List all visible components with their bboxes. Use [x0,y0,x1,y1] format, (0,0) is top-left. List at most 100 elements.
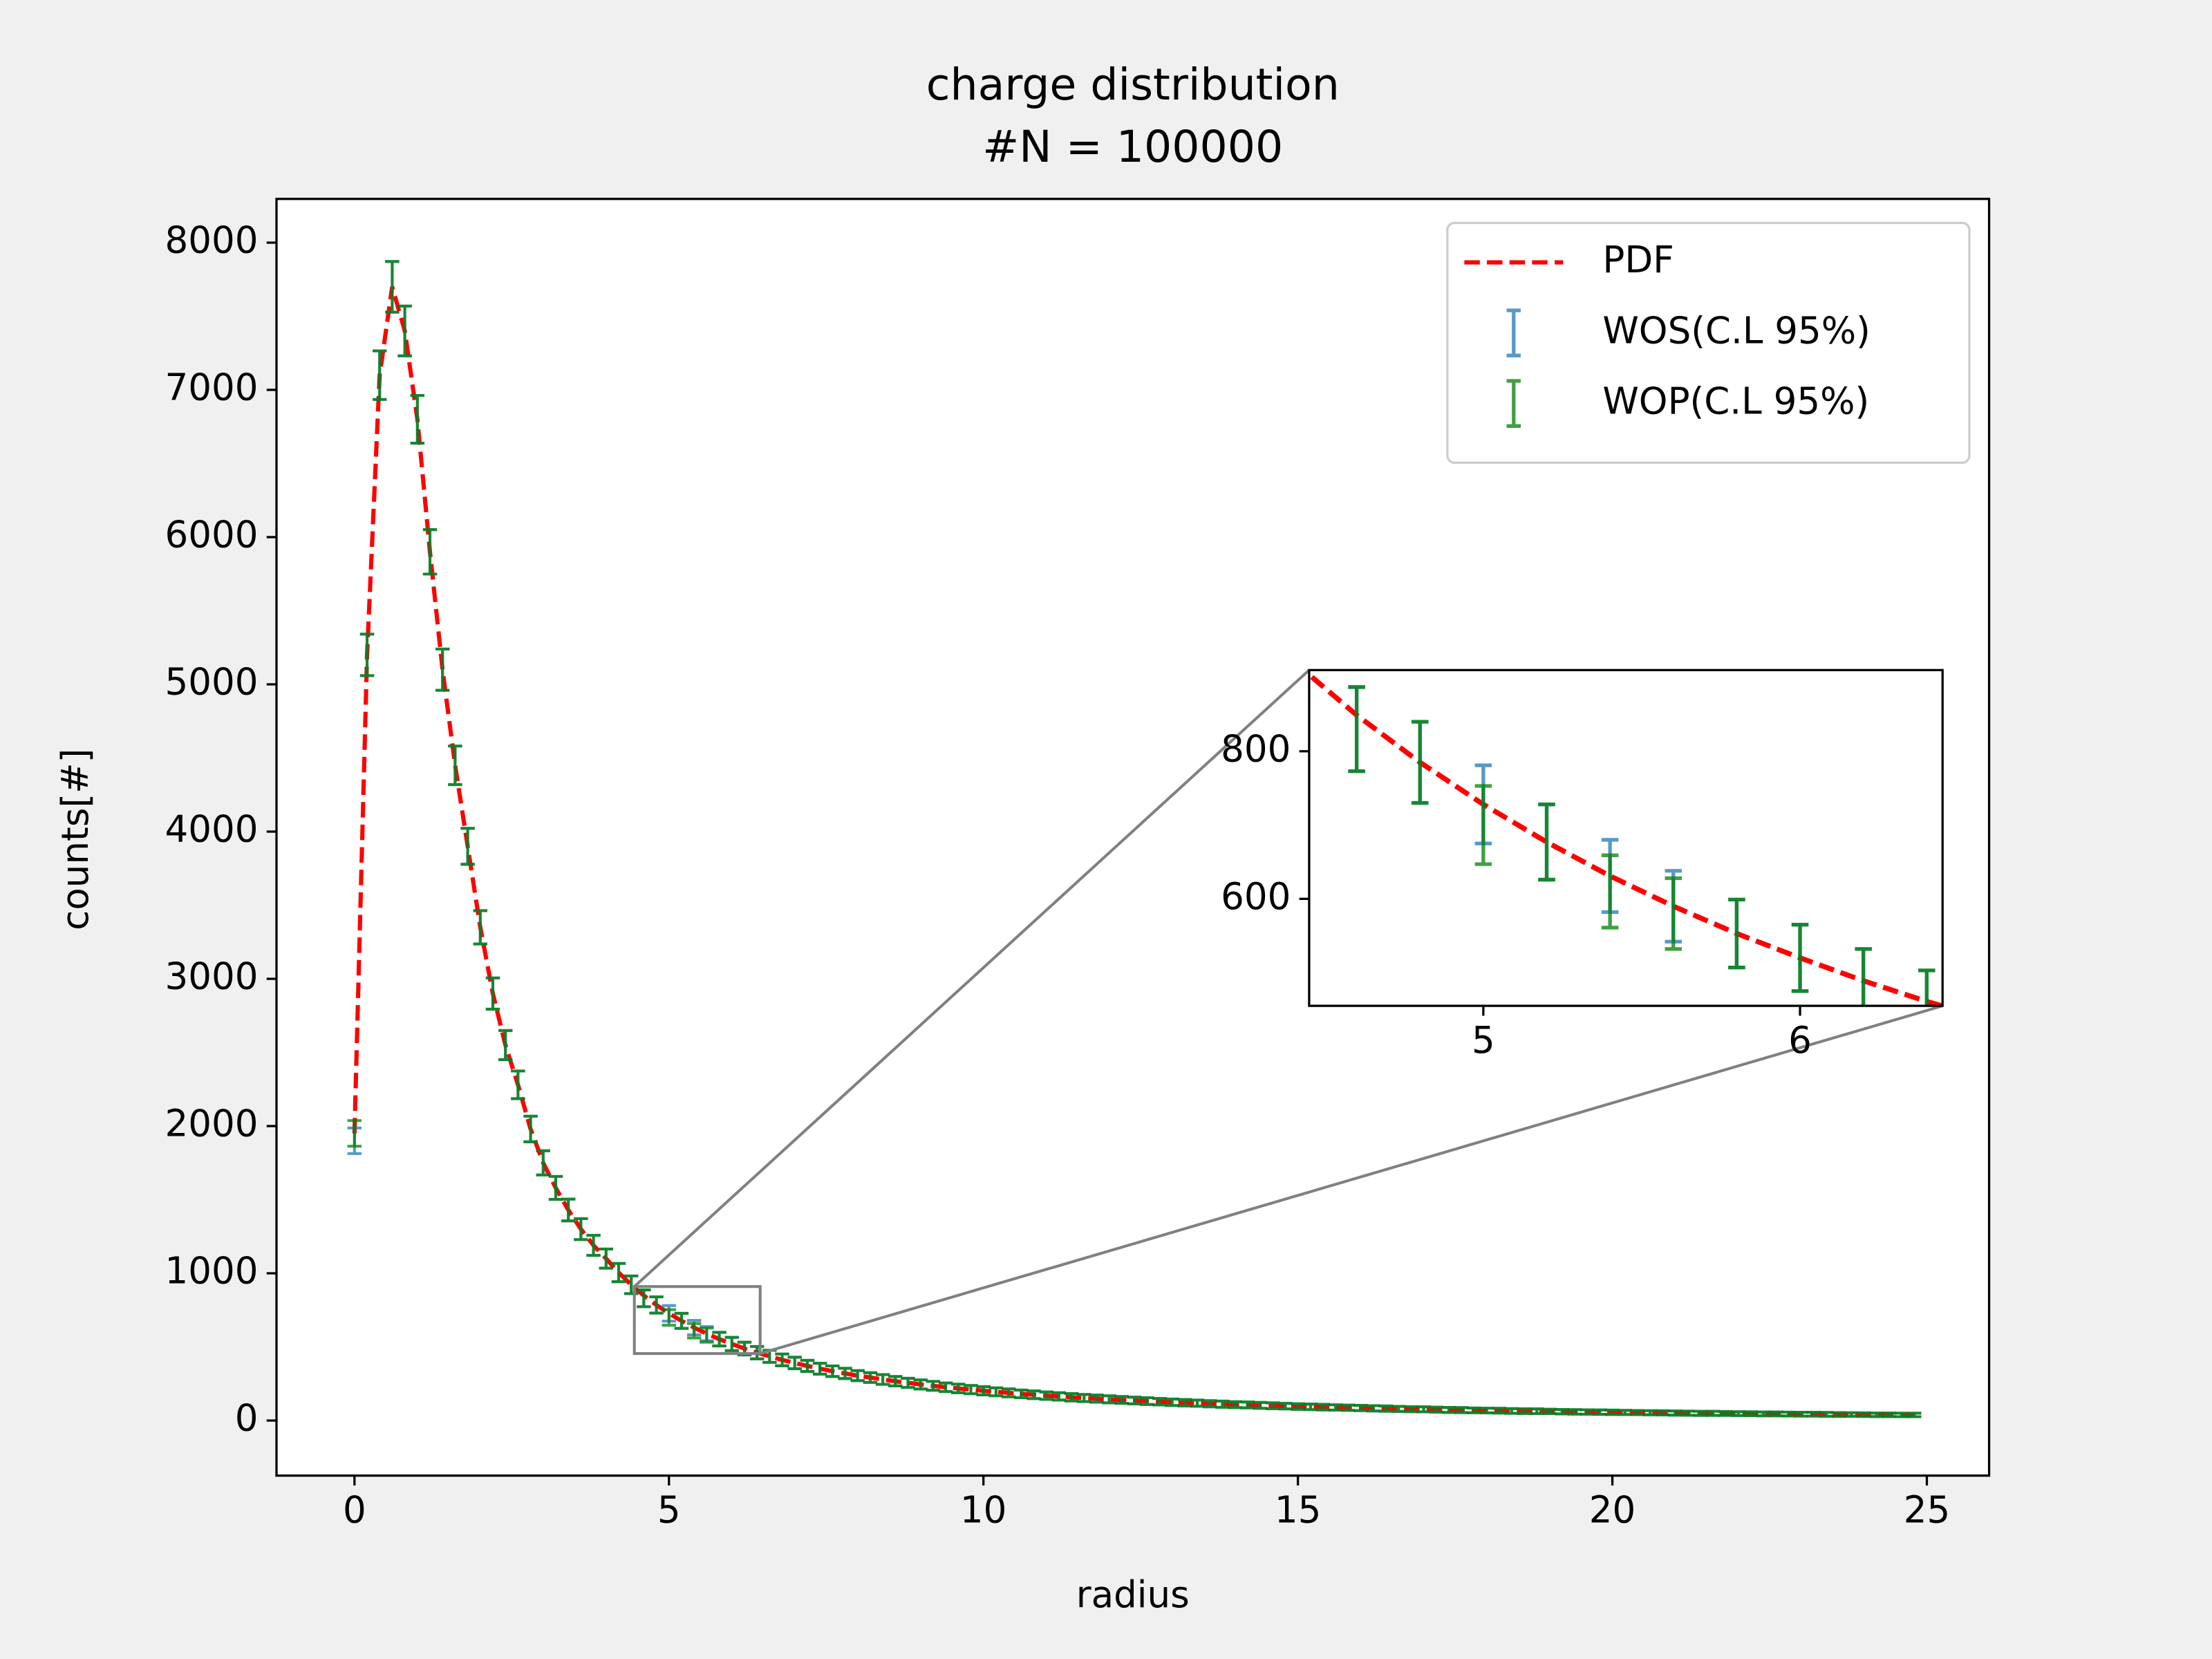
error-bar [700,1327,714,1344]
inset-frame [1308,668,1944,1007]
error-bar [1918,968,1936,1006]
error-bar [561,1197,576,1223]
error-bar [1680,1409,1695,1417]
error-bar [1642,1409,1658,1416]
error-bar [1278,1402,1293,1411]
error-bar [611,1262,626,1284]
error-bar [1165,1397,1179,1407]
error-bar [1303,1403,1318,1412]
error-bar [1907,1412,1922,1418]
y-tick-label: 0 [235,1397,259,1440]
error-bar [1467,1406,1481,1414]
axes: 0 5 10 15 20 25 0 1000 2000 3000 4000 5000 6000 7000 8… [165,219,1950,1532]
error-bar [1416,1405,1431,1414]
error-bar [1542,1407,1557,1416]
error-bar [1404,1405,1418,1414]
inset-area [1309,670,1943,1006]
error-bar [1656,1409,1670,1416]
error-bar [1474,784,1492,866]
error-bar [1203,1399,1217,1409]
error-bar [1882,1412,1897,1418]
y-tick-label: 7000 [165,366,258,409]
error-bar [1731,1410,1745,1417]
error-bar [724,1335,739,1352]
error-bar [1593,1408,1607,1416]
error-bar [1665,876,1683,951]
zoom-box [632,1285,762,1356]
zoom-indicator [632,668,1943,1356]
error-bar [1492,1407,1506,1415]
error-bar [988,1386,1004,1398]
inset-marks [1309,671,1943,1006]
error-bar [1114,1395,1130,1405]
error-bar [624,1274,639,1295]
error-bar [359,632,375,677]
error-bar [1618,1409,1632,1416]
error-bar [838,1367,852,1380]
error-bar [1140,1396,1154,1406]
error-bar [1253,1400,1268,1410]
error-bar [686,1322,702,1340]
x-tick-label: 25 [1904,1488,1951,1531]
zoom-connector [633,668,1311,1288]
error-bar [1844,1411,1859,1418]
error-bar [649,1295,664,1315]
error-bar [1127,1396,1142,1406]
error-bar [901,1376,915,1389]
error-bar [548,1174,563,1201]
error-bar [1315,1403,1331,1412]
error-bar [1348,685,1365,774]
error-bar [938,1381,953,1394]
error-bar [1555,1408,1569,1416]
chart-subtitle: #N = 100000 [982,121,1283,172]
y-tick-label: 5000 [165,661,258,704]
error-bar [1341,1403,1356,1412]
error-bar [812,1362,827,1376]
error-bar [775,1352,789,1367]
error-bar [888,1375,903,1388]
y-tick-label: 600 [1221,875,1291,918]
error-bar [1077,1393,1091,1403]
error-bar [1454,1406,1469,1414]
plot-frame [275,198,1991,1477]
y-tick-label: 1000 [165,1250,258,1293]
error-bar [1855,947,1872,1006]
error-bar [1601,853,1619,930]
x-tick-label: 6 [1788,1019,1812,1062]
error-bar [1353,1404,1368,1412]
error-bar [1089,1394,1104,1404]
error-bar [863,1371,878,1384]
error-bar [1064,1392,1079,1403]
error-bar [712,1331,727,1348]
x-tick-label: 5 [1472,1019,1495,1062]
error-bar [1781,1410,1796,1418]
error-bar [1819,1411,1834,1418]
legend-label: PDF [1602,238,1674,281]
main-marks [347,260,1922,1418]
y-tick-label: 800 [1221,727,1291,770]
error-bar [460,827,475,866]
error-bar [1228,1400,1242,1409]
error-bar [1693,1409,1708,1417]
legend: PDF WOS(C.L 95%) WOP(C.L 95%) [1446,221,1971,465]
y-tick-label: 4000 [165,808,258,851]
error-bar [1605,1408,1620,1416]
error-bar [1479,1407,1494,1414]
error-bar [1768,1410,1783,1418]
y-tick-label: 2000 [165,1103,258,1145]
error-bar [787,1356,802,1371]
error-bar [1378,1404,1394,1413]
error-bar [1530,1407,1544,1416]
error-bar [435,647,450,692]
error-bar [1857,1411,1871,1418]
error-bar [875,1373,890,1386]
error-bar [1517,1407,1532,1415]
error-bar [1869,1412,1884,1418]
error-bar [1177,1398,1192,1407]
x-tick-label: 15 [1275,1488,1322,1531]
legend-label: WOS(C.L 95%) [1602,309,1871,352]
error-bar [1806,1411,1821,1418]
y-tick-label: 8000 [165,219,258,262]
